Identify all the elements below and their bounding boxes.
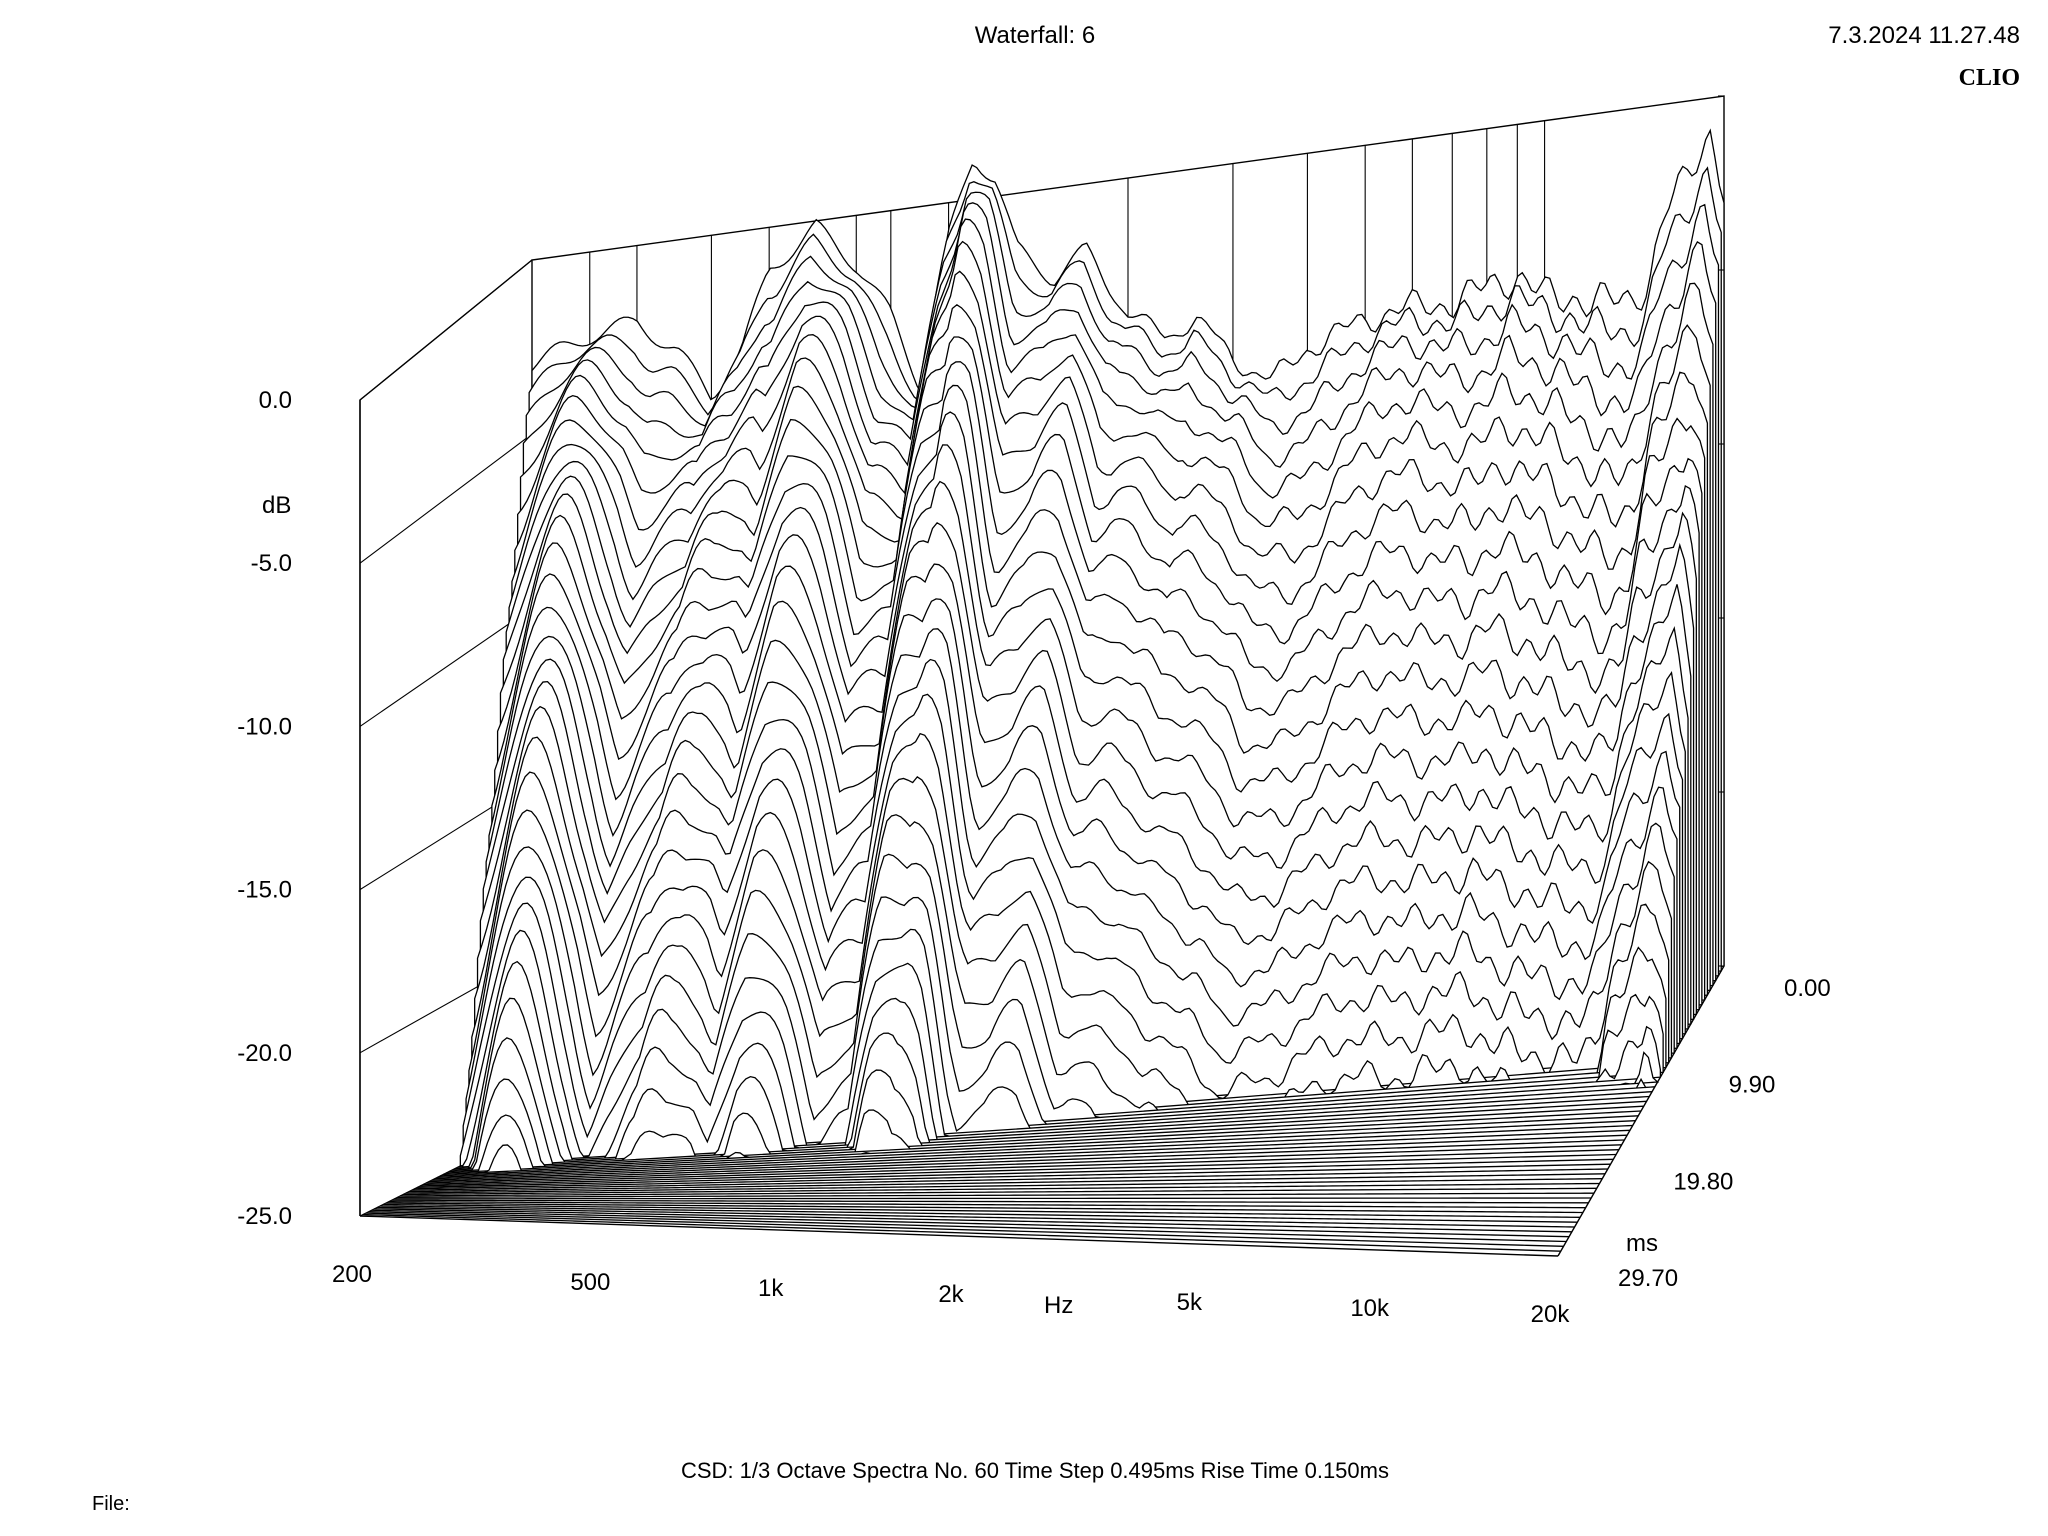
- spectrum-slice: [420, 1153, 1617, 1187]
- spectrum-slice: [365, 1212, 1564, 1247]
- chart-title: Waterfall: 6: [974, 22, 1096, 49]
- spectrum-slice: [388, 1201, 1586, 1209]
- spectrum-slice: [380, 1205, 1578, 1223]
- measurement-settings: CSD: 1/3 Octave Spectra No. 60 Time Step…: [681, 1458, 1389, 1483]
- file-label: File:: [92, 1493, 130, 1515]
- spectra-group: [362, 128, 1725, 1252]
- z-tick-label: 0.00: [1784, 975, 1831, 1002]
- tick-labels: 0.0 -5.0 -10.0 -15.0 -20.0 -25.0 200 500 1k 2k 5k 1…: [237, 387, 1830, 1328]
- x-tick-label: 20k: [1531, 1301, 1571, 1328]
- spectrum-slice: [408, 1173, 1606, 1193]
- spectrum-slice: [400, 1187, 1597, 1197]
- spectrum-slice: [385, 1202, 1583, 1214]
- spectrum-slice: [371, 1209, 1570, 1238]
- timestamp: 7.3.2024 11.27.48: [1828, 22, 2020, 49]
- spectrum-slice: [443, 1115, 1639, 1176]
- y-tick-label: -10.0: [237, 713, 292, 740]
- spectrum-slice: [402, 1182, 1600, 1196]
- axis-frame-front: [359, 95, 1725, 1257]
- spectrum-slice: [362, 1213, 1561, 1252]
- spectrum-slice: [382, 1203, 1581, 1218]
- spectrum-slice: [431, 1134, 1628, 1181]
- left-gridline: [359, 607, 533, 727]
- spectrum-slice: [440, 1120, 1636, 1177]
- spectrum-slice: [434, 1129, 1630, 1180]
- x-tick-label: 1k: [758, 1275, 784, 1302]
- spectrum-slice: [448, 1069, 1644, 1173]
- x-tick-label: 10k: [1350, 1295, 1390, 1322]
- y-tick-label: -5.0: [251, 550, 292, 577]
- spectrum-slice: [368, 1211, 1567, 1243]
- spectrum-slice: [374, 1208, 1572, 1233]
- spectrum-slice: [425, 1144, 1622, 1184]
- y-tick-label: -25.0: [237, 1203, 292, 1230]
- z-tick-label: 19.80: [1673, 1168, 1733, 1195]
- left-gridline: [359, 433, 533, 564]
- x-tick-label: 2k: [938, 1281, 964, 1308]
- spectrum-slice: [394, 1197, 1592, 1200]
- spectrum-slice: [428, 1139, 1625, 1183]
- z-tick-label: 9.90: [1729, 1072, 1776, 1099]
- x-tick-label: 200: [332, 1261, 372, 1288]
- spectrum-slice: [397, 1192, 1594, 1199]
- left-gridline: [359, 259, 533, 401]
- y-tick-label: -15.0: [237, 877, 292, 904]
- y-tick-label: -20.0: [237, 1040, 292, 1067]
- x-axis-unit: Hz: [1044, 1292, 1074, 1319]
- spectrum-slice: [391, 1199, 1589, 1204]
- z-tick-label: 29.70: [1618, 1265, 1678, 1292]
- x-tick-label: 500: [570, 1269, 610, 1296]
- spectrum-slice: [405, 1178, 1603, 1194]
- x-tick-label: 5k: [1177, 1289, 1203, 1316]
- spectrum-slice: [417, 1158, 1614, 1188]
- right-bottom-edge: [1557, 965, 1725, 1257]
- front-bottom-edge: [359, 1215, 1559, 1257]
- y-axis-unit: dB: [262, 492, 292, 519]
- spectrum-slice: [445, 1109, 1642, 1174]
- spectrum-slice: [423, 1149, 1619, 1186]
- spectrum-slice: [414, 1163, 1611, 1190]
- brand-logo: CLIO: [1958, 65, 2020, 91]
- spectrum-slice: [411, 1168, 1608, 1191]
- y-tick-label: 0.0: [259, 387, 292, 414]
- spectrum-slice: [377, 1206, 1575, 1228]
- z-axis-unit: ms: [1626, 1230, 1658, 1257]
- spectrum-slice: [437, 1124, 1633, 1178]
